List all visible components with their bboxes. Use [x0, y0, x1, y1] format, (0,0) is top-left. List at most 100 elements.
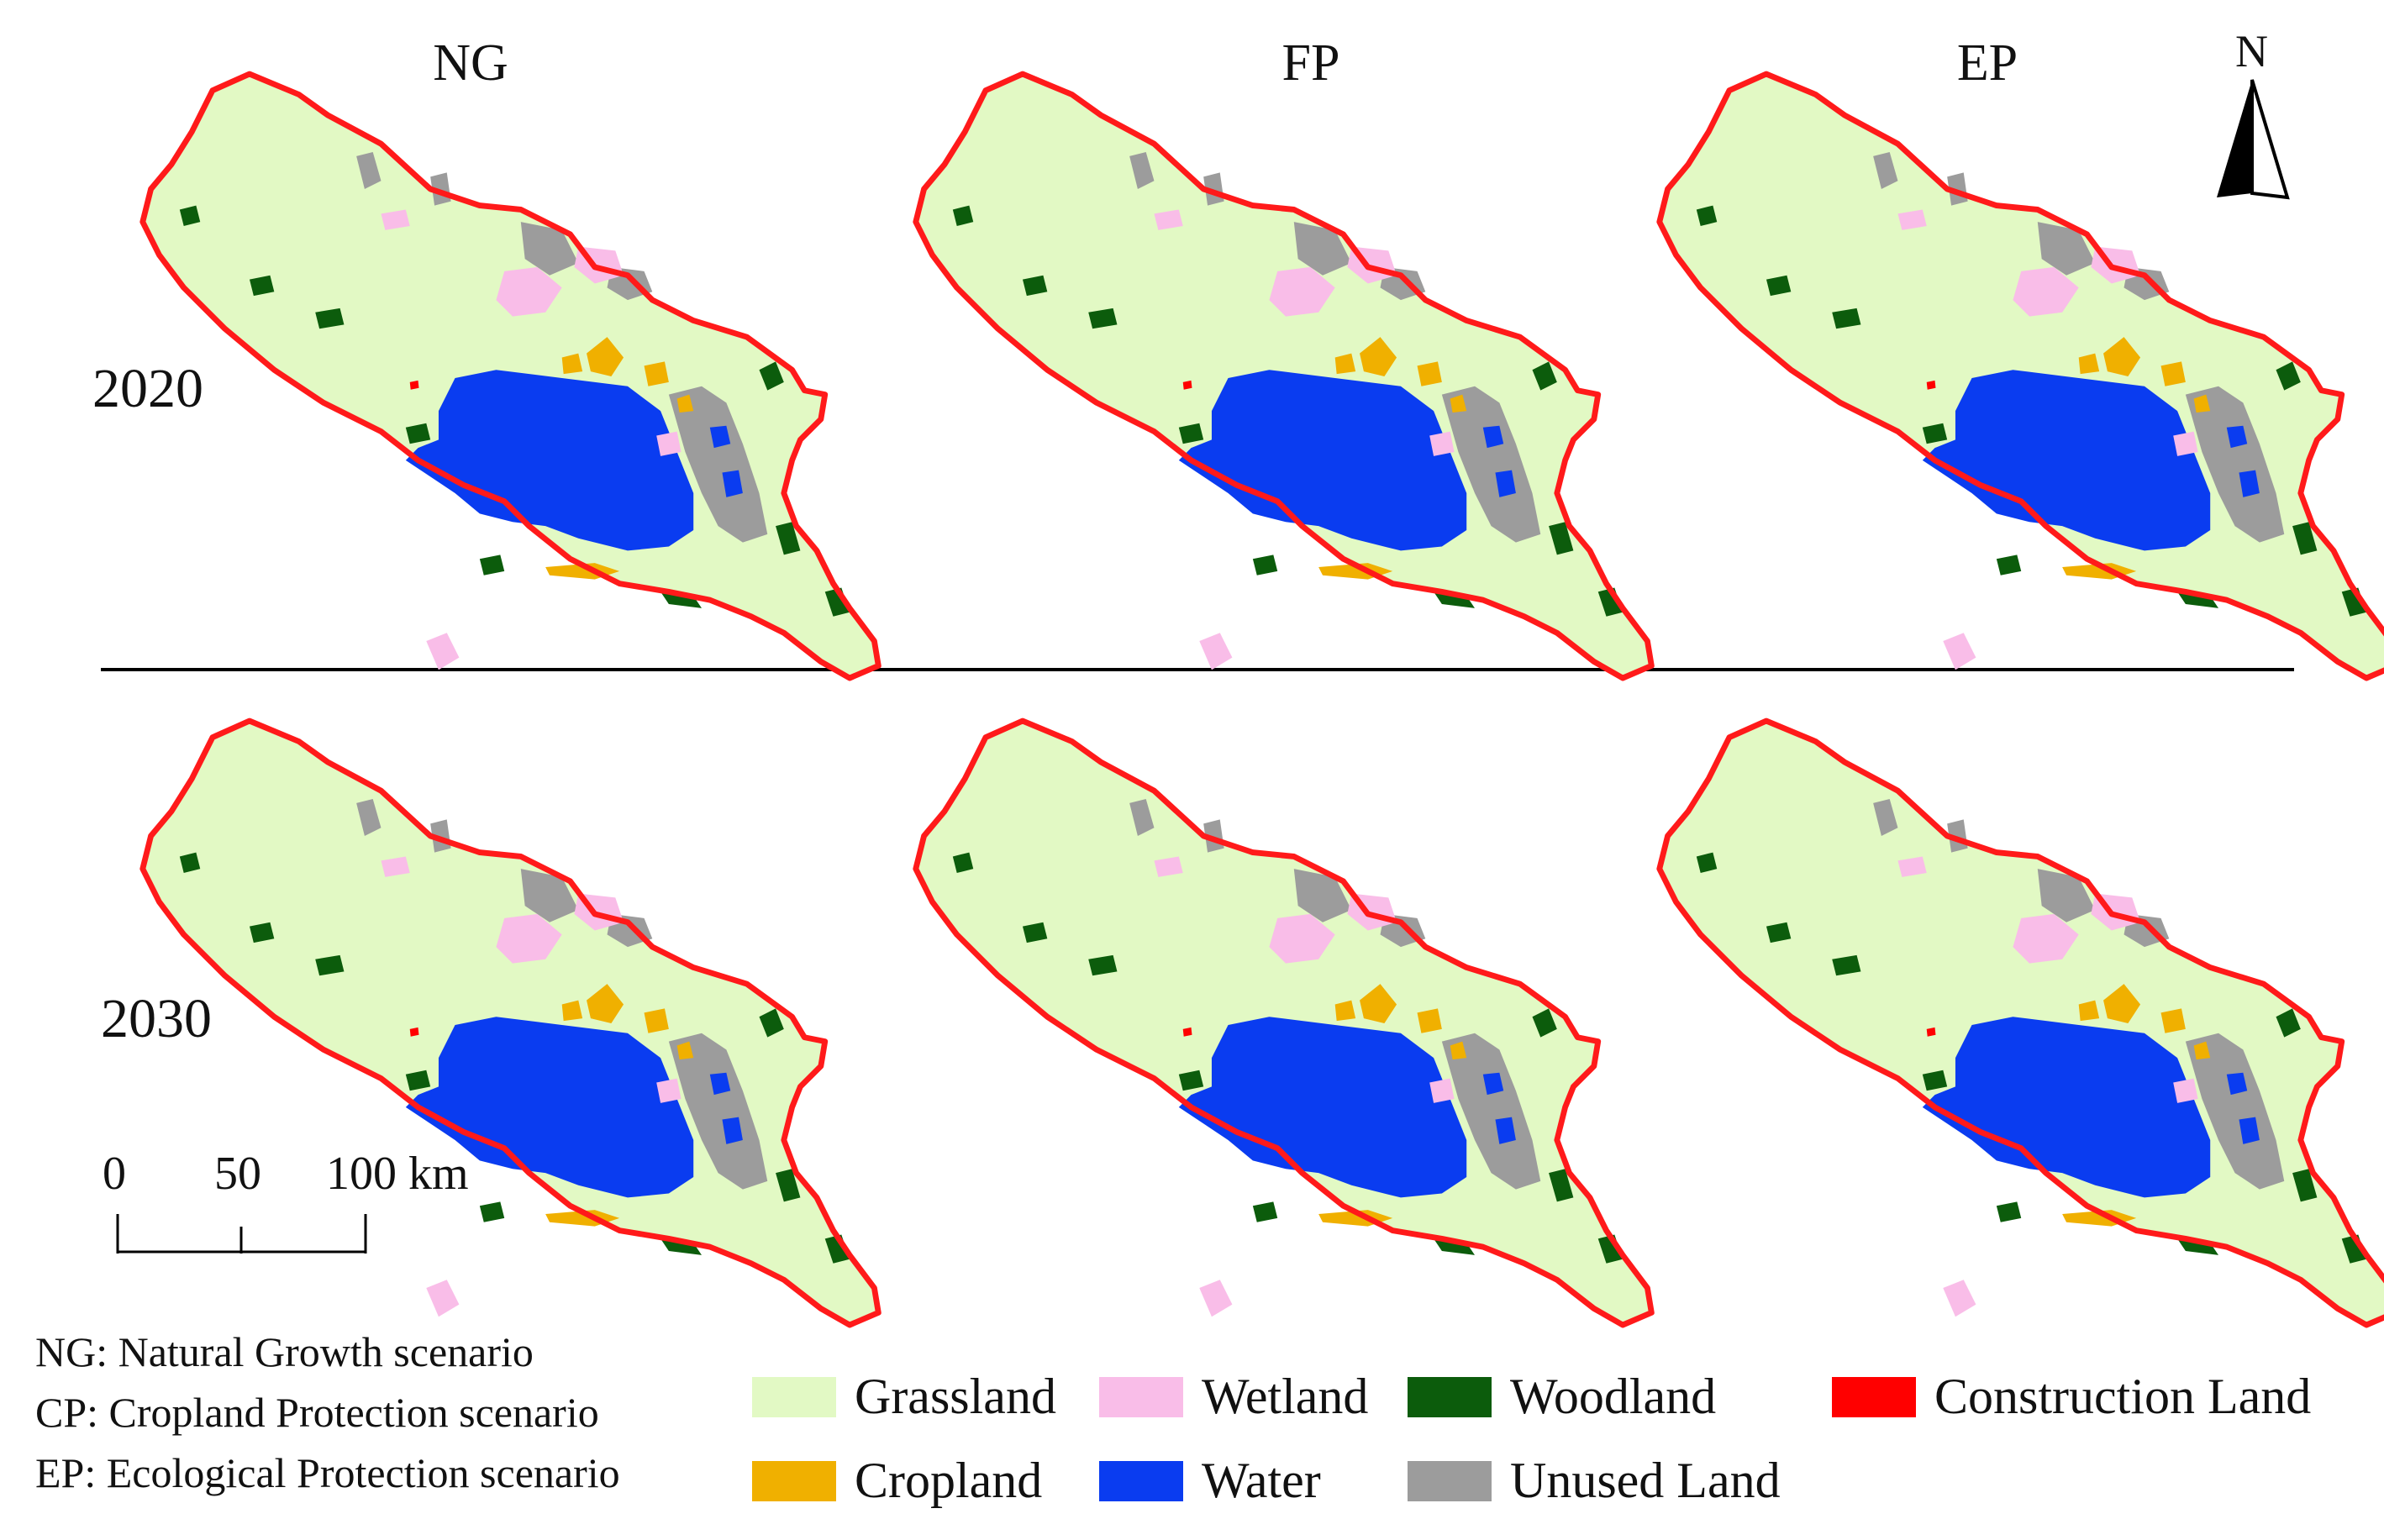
legend-swatch-grassland [752, 1376, 836, 1417]
unused-land-patch [2037, 222, 2096, 276]
north-label: N [2235, 26, 2268, 76]
woodland-patch [1022, 275, 1048, 297]
woodland-patch [1252, 555, 1278, 576]
watershed-map [913, 71, 1655, 681]
wetland-patch [1943, 1280, 1976, 1317]
note-ng: NG: Natural Growth scenario [35, 1328, 534, 1375]
cropland-patch [644, 1008, 669, 1033]
map-panel-ep-2020 [1651, 59, 2384, 697]
unused-land-patch [1947, 172, 1968, 206]
woodland-patch [249, 922, 275, 943]
cropland-patch [2078, 353, 2100, 375]
legend-item-grassland: Grassland [752, 1368, 1056, 1426]
woodland-patch [1088, 954, 1118, 976]
map-panel-fp-2020 [908, 59, 1664, 697]
map-panel-ng-2030 [134, 706, 891, 1344]
watershed-boundary [913, 717, 1655, 1328]
north-arrow-left-half [2217, 80, 2252, 197]
wetland-patch [1429, 431, 1455, 456]
construction-land-patch [1926, 1027, 1936, 1037]
cropland-patch [2193, 1041, 2211, 1060]
unused-land-patch [1203, 819, 1224, 853]
woodland-patch [2276, 361, 2301, 391]
woodland-patch [759, 1008, 784, 1038]
lake-water-area [1922, 370, 2211, 551]
cropland-patch [1450, 1041, 1467, 1060]
unused-land-patch [668, 1033, 768, 1190]
cropland-patch [2160, 1008, 2186, 1033]
cropland-patch [587, 337, 624, 377]
scale-tick-0: 0 [103, 1148, 126, 1200]
legend-label-wetland: Wetland [1202, 1369, 1369, 1424]
construction-land-patch [409, 380, 419, 390]
wetland-patch [2173, 1078, 2198, 1103]
unused-land-patch [356, 798, 382, 836]
woodland-patch [2292, 522, 2318, 555]
cropland-patch [561, 353, 583, 375]
cropland-patch [1334, 1000, 1356, 1022]
lake-water-area [405, 370, 694, 551]
lake-water-area [1178, 370, 1467, 551]
woodland-patch [776, 522, 801, 555]
legend-swatch-water [1099, 1460, 1183, 1501]
wetland-patch [2173, 431, 2198, 456]
woodland-patch [249, 275, 275, 297]
map-panel-ng-2020 [134, 59, 891, 697]
lake-water-area [1178, 1017, 1467, 1198]
unused-land-patch [1129, 798, 1155, 836]
unused-land-patch [356, 151, 382, 189]
cropland-patch [644, 361, 669, 386]
cropland-patch [2193, 394, 2211, 413]
legend-label-cropland: Cropland [855, 1453, 1043, 1508]
unused-land-patch [1293, 869, 1352, 922]
column-title-ng: NG [433, 34, 508, 92]
unused-land-patch [1873, 151, 1898, 189]
cropland-patch [1360, 984, 1397, 1024]
construction-land-patch [1182, 1027, 1192, 1037]
wetland-patch [656, 1078, 682, 1103]
unused-land-patch [2185, 386, 2285, 543]
woodland-patch [1178, 423, 1204, 444]
unused-land-patch [1441, 386, 1541, 543]
unused-land-patch [430, 172, 451, 206]
legend-item-unused-land: Unused Land [1408, 1452, 1781, 1510]
water-patch [1495, 470, 1516, 497]
water-patch [709, 1072, 731, 1096]
cropland-patch [2078, 1000, 2100, 1022]
legend-swatch-wetland [1099, 1376, 1183, 1417]
column-title-fp: FP [1281, 34, 1340, 92]
cropland-patch [2103, 337, 2141, 377]
legend-item-water: Water [1099, 1452, 1321, 1510]
woodland-patch [479, 1201, 505, 1222]
legend-label-unused-land: Unused Land [1510, 1453, 1781, 1508]
watershed-map [1656, 71, 2384, 681]
wetland-patch [2013, 266, 2079, 317]
wetland-patch [496, 913, 562, 964]
legend-item-woodland: Woodland [1408, 1368, 1716, 1426]
wetland-patch [1269, 266, 1335, 317]
water-patch [1482, 425, 1504, 449]
woodland-patch [1922, 1070, 1948, 1091]
unused-land-patch [1873, 798, 1898, 836]
woodland-patch [1696, 205, 1718, 227]
cropland-patch [1417, 1008, 1442, 1033]
water-patch [722, 1117, 743, 1144]
woodland-patch [1832, 954, 1861, 976]
cropland-patch [676, 1041, 694, 1060]
cropland-patch [2103, 984, 2141, 1024]
woodland-patch [1766, 922, 1792, 943]
water-patch [1482, 1072, 1504, 1096]
wetland-patch [1269, 913, 1335, 964]
wetland-patch [1897, 209, 1927, 230]
woodland-patch [405, 423, 431, 444]
column-title-ep: EP [1956, 34, 2018, 92]
scale-tick-50: 50 [214, 1148, 261, 1200]
watershed-boundary [139, 717, 882, 1328]
row-divider [101, 668, 2294, 671]
cropland-patch [2160, 361, 2186, 386]
wetland-patch [1897, 856, 1927, 877]
unused-land-patch [1293, 222, 1352, 276]
woodland-patch [2292, 1169, 2318, 1202]
lake-water-area [405, 1017, 694, 1198]
wetland-patch [496, 266, 562, 317]
